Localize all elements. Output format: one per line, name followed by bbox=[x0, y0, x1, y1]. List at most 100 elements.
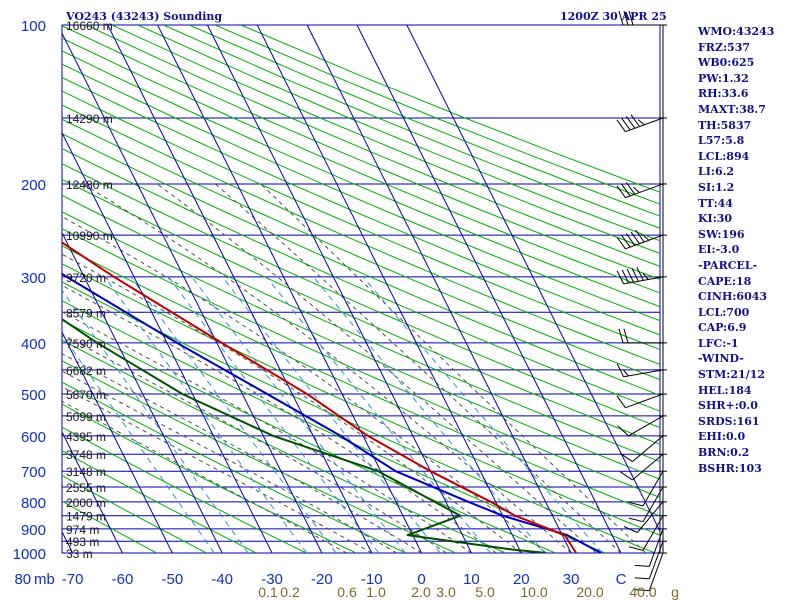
wind-barb-feather bbox=[634, 589, 650, 592]
wind-barb-feather bbox=[625, 182, 636, 195]
temperature-tick-label: 20 bbox=[513, 571, 530, 588]
dry-adiabat-line bbox=[62, 211, 660, 480]
moist-adiabat-line bbox=[62, 216, 547, 553]
wind-barb-feather bbox=[617, 425, 629, 437]
height-label: 8579 m bbox=[66, 306, 106, 320]
sounding-index-item: WB0:625 bbox=[698, 56, 755, 70]
sounding-index-item: LFC:-1 bbox=[698, 336, 739, 350]
sounding-index-item: LI:6.2 bbox=[698, 165, 735, 179]
sounding-index-item: PW:1.32 bbox=[698, 71, 749, 85]
dry-adiabats bbox=[62, 25, 660, 553]
parcel-trace bbox=[62, 272, 602, 553]
mixing-ratio-line bbox=[222, 276, 441, 553]
wind-barb-staff bbox=[648, 552, 664, 591]
mixing-ratio-label: 0.6 bbox=[337, 584, 357, 600]
temperature-tick-label: -50 bbox=[162, 571, 184, 588]
dry-adiabat-line bbox=[62, 360, 456, 553]
mixing-ratio-label: 0.2 bbox=[280, 584, 300, 600]
wind-barb-feather bbox=[621, 269, 629, 284]
wind-barb-feather bbox=[616, 119, 626, 132]
sounding-index-item: EHI:0.0 bbox=[698, 430, 746, 444]
dry-adiabat-line bbox=[62, 381, 407, 553]
sounding-index-item: CAP:6.9 bbox=[698, 321, 747, 335]
dry-adiabat-line bbox=[62, 63, 660, 322]
temperature-tick-label: 80 bbox=[14, 571, 31, 588]
height-label: 10990 m bbox=[66, 229, 113, 243]
pressure-tick-label: 300 bbox=[21, 270, 46, 287]
wind-barb-feather bbox=[628, 501, 644, 507]
moist-adiabat-line bbox=[82, 183, 572, 553]
wind-barb-feather bbox=[642, 234, 650, 241]
pressure-tick-label: 200 bbox=[21, 177, 46, 194]
height-label: 493 m bbox=[66, 535, 99, 549]
height-label: 7590 m bbox=[66, 337, 106, 351]
isotherm-line bbox=[62, 430, 123, 553]
isotherm-line bbox=[207, 25, 472, 553]
dry-adiabat-line bbox=[62, 281, 656, 553]
wind-barb-staff bbox=[623, 276, 664, 285]
temperature-tick-label: -20 bbox=[311, 571, 333, 588]
wind-barb-feather bbox=[616, 270, 625, 285]
dry-adiabat-line bbox=[62, 118, 660, 381]
pressure-tick-label: 100 bbox=[21, 18, 46, 35]
temperature-tick-label: -70 bbox=[62, 571, 84, 588]
pressure-tick-label: 600 bbox=[21, 429, 46, 446]
wind-barb-feather bbox=[620, 452, 633, 463]
mixing-ratio-line bbox=[62, 289, 249, 553]
temperature-trace bbox=[62, 241, 577, 553]
isotherm-line bbox=[62, 231, 223, 553]
moist-adiabat-line bbox=[62, 370, 397, 553]
wind-barb-feather bbox=[616, 363, 625, 378]
sounding-index-item: -PARCEL- bbox=[698, 258, 758, 272]
moist-adiabat-line bbox=[156, 183, 597, 553]
mixing-ratio-label: 0.1 bbox=[258, 584, 278, 600]
moist-adiabat-line bbox=[214, 183, 622, 553]
mixing-ratio-label: 1.0 bbox=[366, 584, 386, 600]
sounding-index-item: EI:-3.0 bbox=[698, 243, 740, 257]
sounding-index-item: SW:196 bbox=[698, 227, 745, 241]
height-label: 2000 m bbox=[66, 496, 106, 510]
isotherm-line bbox=[62, 131, 273, 553]
mixing-ratio-line bbox=[266, 276, 492, 553]
wind-barb-staff bbox=[628, 415, 664, 437]
sounding-index-item: CAPE:18 bbox=[698, 274, 752, 288]
sounding-index-item: SRDS:161 bbox=[698, 414, 760, 428]
wind-barb-feather bbox=[635, 229, 645, 243]
dry-adiabat-line bbox=[62, 178, 660, 445]
wind-barbs bbox=[616, 10, 667, 592]
wind-barb-feather bbox=[620, 471, 633, 481]
temperature-tick-label: -10 bbox=[361, 571, 383, 588]
wind-barb-feather bbox=[625, 116, 636, 129]
sounding-index-item: HEL:184 bbox=[698, 383, 752, 397]
wind-barb-feather bbox=[616, 236, 626, 250]
pressure-axis-unit: mb bbox=[34, 571, 55, 588]
wind-barb-feather bbox=[628, 10, 634, 26]
mixing-ratio-lines bbox=[62, 276, 603, 553]
sounding-index-item: BSHR:103 bbox=[698, 461, 762, 475]
wind-barb-feather bbox=[621, 117, 631, 131]
height-label: 974 m bbox=[66, 523, 99, 537]
sounding-index-item: SI:1.2 bbox=[698, 180, 735, 194]
isotherm-line bbox=[62, 331, 173, 553]
dry-adiabat-line bbox=[62, 104, 660, 365]
temperature-tick-label: 0 bbox=[417, 571, 425, 588]
mixing-ratio-label: g bbox=[671, 584, 679, 600]
isotherm-line bbox=[107, 25, 373, 553]
sounding-index-item: SHR+:0.0 bbox=[698, 399, 758, 413]
moist-adiabat-line bbox=[62, 400, 348, 553]
height-label: 3748 m bbox=[66, 448, 106, 462]
sounding-index-item: WMO:43243 bbox=[698, 25, 775, 38]
height-label: 6682 m bbox=[66, 364, 106, 378]
wind-barb-staff bbox=[642, 515, 664, 551]
wind-barb-staff bbox=[648, 528, 664, 567]
isotherm-line bbox=[62, 32, 323, 553]
wind-barb-staff bbox=[642, 470, 664, 507]
sounding-index-item: CINH:6043 bbox=[698, 290, 768, 304]
height-label: 5099 m bbox=[66, 410, 106, 424]
mixing-ratio-label: 10.0 bbox=[520, 584, 547, 600]
dry-adiabat-line bbox=[62, 25, 660, 281]
pressure-tick-label: 800 bbox=[21, 495, 46, 512]
wind-barb-staff bbox=[625, 117, 664, 133]
dry-adiabat-line bbox=[62, 339, 506, 553]
